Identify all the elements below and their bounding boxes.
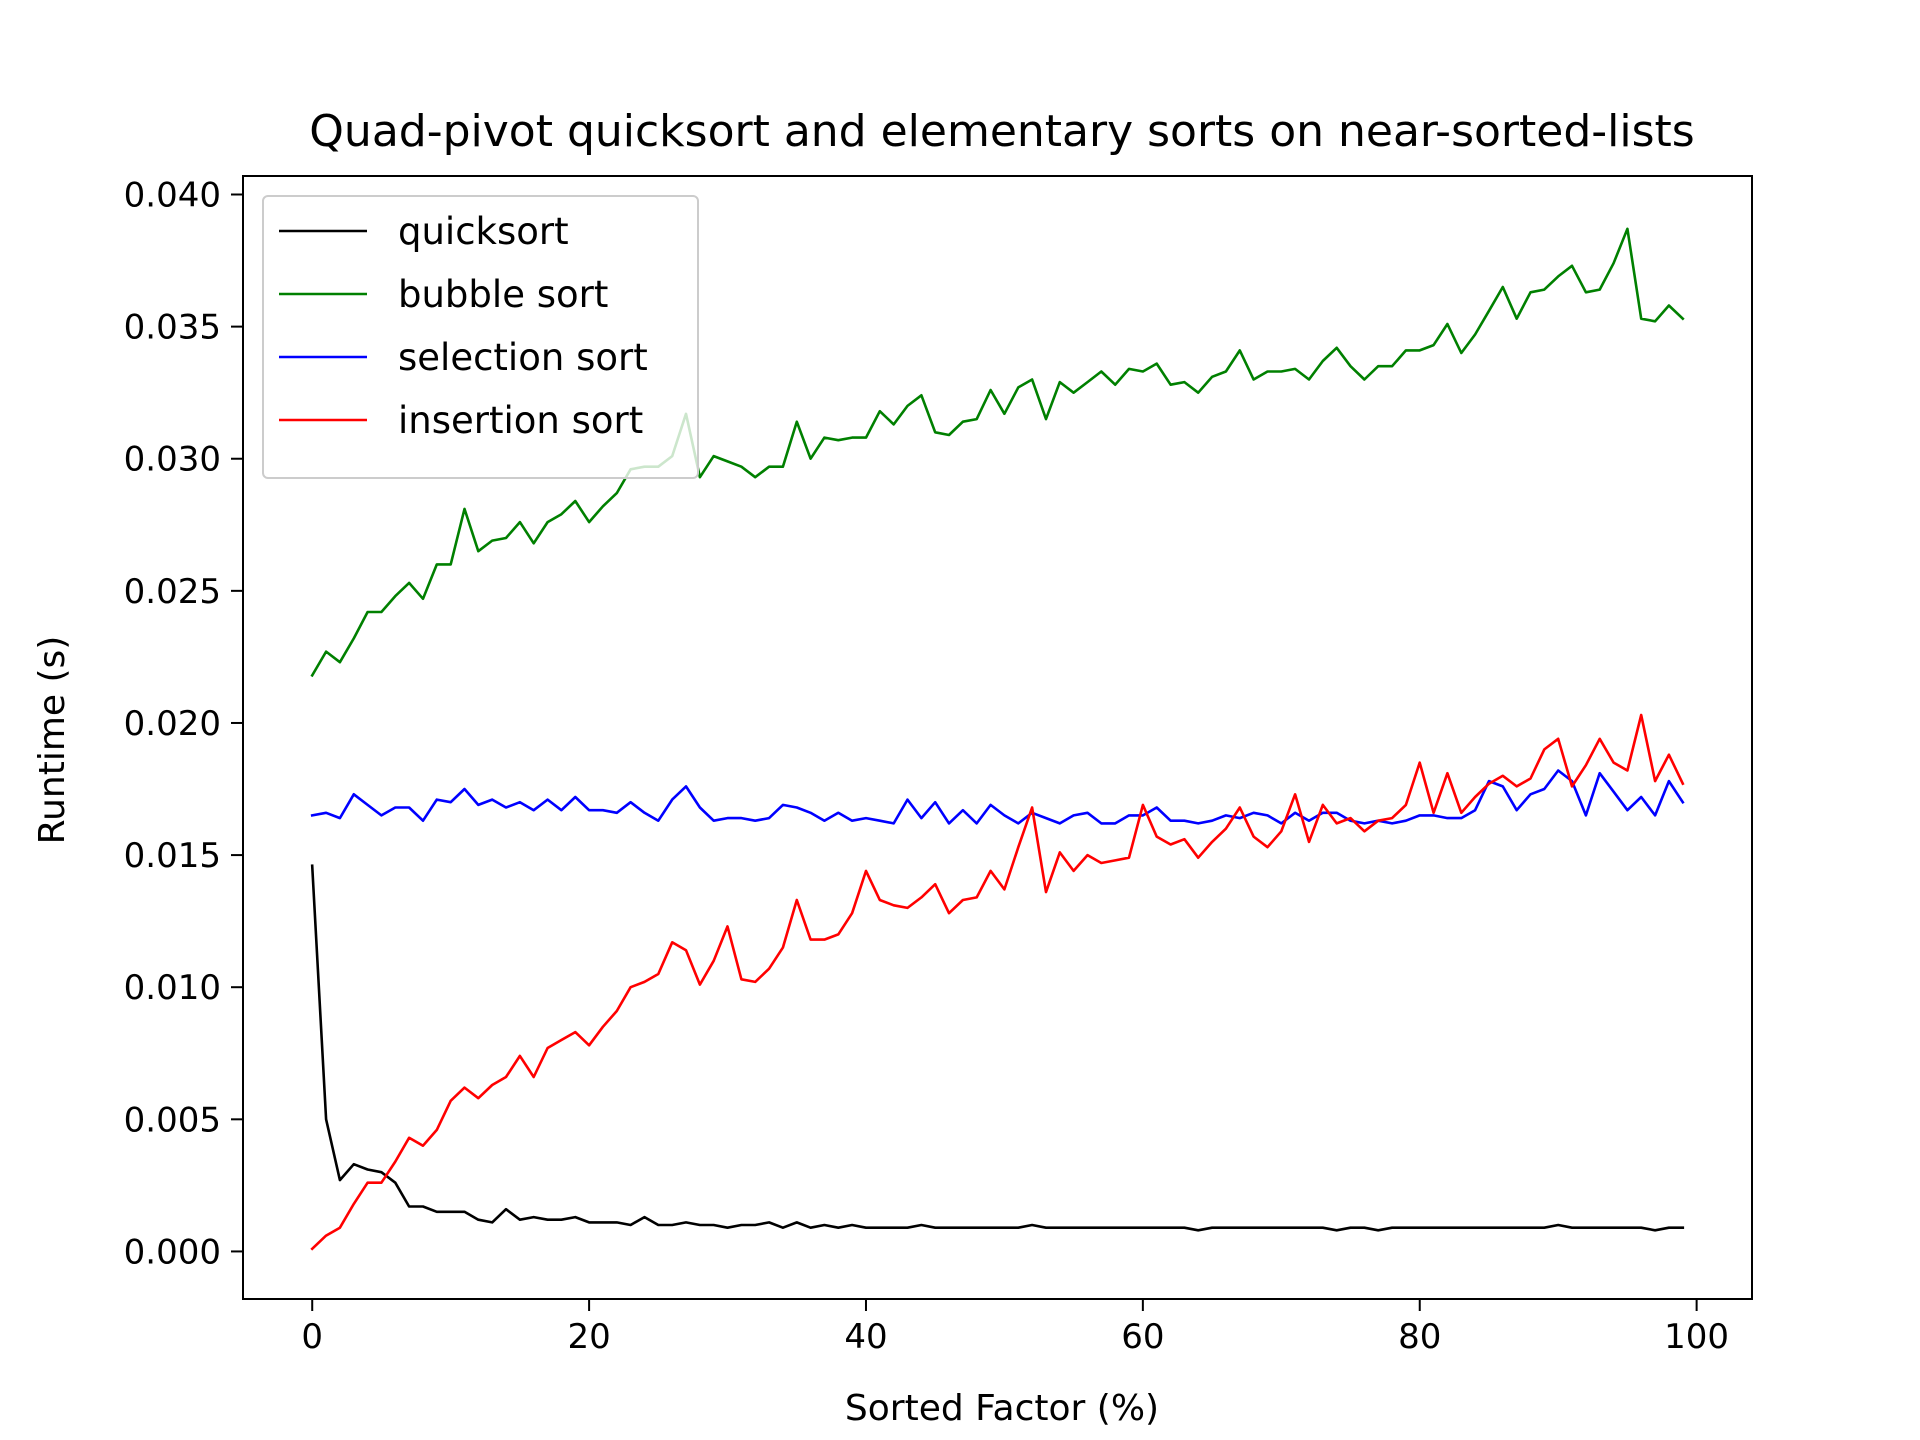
- y-tick-label: 0.020: [124, 704, 221, 744]
- x-tick-label: 80: [1398, 1317, 1441, 1357]
- chart-title: Quad-pivot quicksort and elementary sort…: [309, 106, 1694, 157]
- y-tick-label: 0.015: [124, 836, 221, 876]
- legend-label: selection sort: [398, 336, 648, 379]
- y-tick-label: 0.040: [124, 175, 221, 215]
- y-tick-label: 0.005: [124, 1100, 221, 1140]
- y-tick-label: 0.035: [124, 308, 221, 348]
- plot-area: [310, 227, 1685, 1251]
- legend-label: insertion sort: [398, 399, 643, 442]
- series-line-insertion-sort: [310, 713, 1685, 1251]
- x-tick-label: 100: [1664, 1317, 1729, 1357]
- x-tick-label: 40: [844, 1317, 887, 1357]
- y-tick-label: 0.025: [124, 572, 221, 612]
- series-line-quicksort: [310, 864, 1685, 1232]
- series-line-bubble-sort: [310, 227, 1685, 678]
- plot-frame: [242, 175, 1753, 1300]
- legend-label: quicksort: [398, 210, 569, 253]
- legend-label: bubble sort: [398, 273, 608, 316]
- y-tick-label: 0.010: [124, 968, 221, 1008]
- y-axis-label: Runtime (s): [32, 636, 73, 845]
- x-tick-label: 60: [1121, 1317, 1164, 1357]
- y-tick-label: 0.030: [124, 440, 221, 480]
- x-axis-label: Sorted Factor (%): [845, 1388, 1159, 1429]
- x-tick-label: 20: [567, 1317, 610, 1357]
- legend: quicksort bubble sort selection sort insert…: [262, 195, 699, 479]
- legend-box: [262, 195, 699, 479]
- y-tick-label: 0.000: [124, 1232, 221, 1272]
- axes: 0 20 40 60 80 100 0.000 0.005 0.010 0.015 0.020 0.0…: [124, 175, 1753, 1357]
- x-tick-label: 0: [301, 1317, 323, 1357]
- series-line-selection-sort: [310, 769, 1685, 825]
